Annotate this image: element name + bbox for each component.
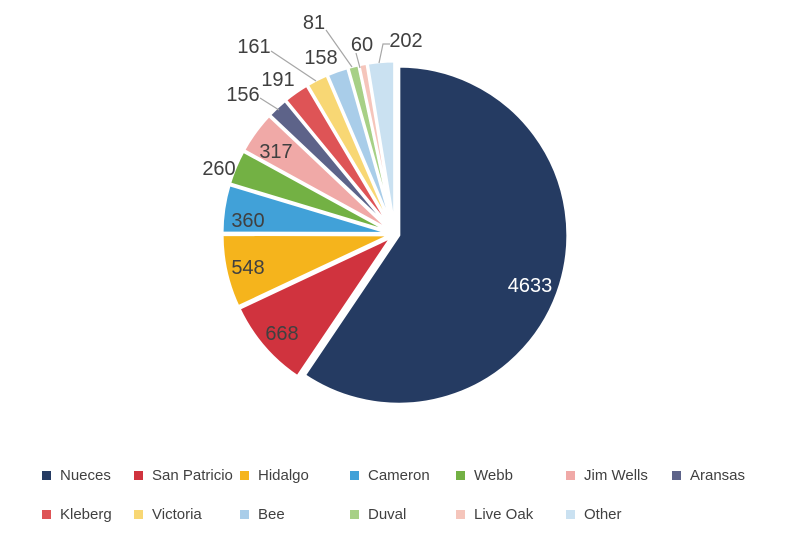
legend-item-aransas[interactable]: Aransas [672,467,792,484]
leader-line-victoria [270,50,317,82]
legend-label: Kleberg [60,505,112,523]
legend-item-live-oak[interactable]: Live Oak [456,506,566,523]
legend-label: Webb [474,466,513,484]
legend-item-san-patricio[interactable]: San Patricio [134,467,240,484]
leader-line-other [378,43,390,64]
pie-slice-other[interactable] [365,59,397,232]
data-label-jim-wells: 317 [259,141,292,163]
legend-item-cameron[interactable]: Cameron [350,467,456,484]
data-label-cameron: 360 [231,210,264,232]
legend-item-duval[interactable]: Duval [350,506,456,523]
legend-label: Duval [368,505,407,523]
leader-line-live-oak [355,52,361,69]
legend-swatch-icon [134,509,143,519]
legend-label: Aransas [690,466,746,484]
legend-swatch-icon [672,470,681,480]
legend-swatch-icon [240,470,249,480]
legend-swatch-icon [566,509,575,519]
legend-swatch-icon [566,470,575,480]
data-label-live-oak: 60 [351,34,373,56]
legend-item-victoria[interactable]: Victoria [134,506,240,523]
legend-swatch-icon [42,509,51,519]
legend-item-bee[interactable]: Bee [240,506,350,523]
legend-swatch-icon [456,470,465,480]
data-label-san-patricio: 668 [265,323,298,345]
legend-item-jim-wells[interactable]: Jim Wells [566,467,672,484]
legend-item-hidalgo[interactable]: Hidalgo [240,467,350,484]
legend-label: Hidalgo [258,466,309,484]
legend-swatch-icon [456,509,465,519]
pie-slice-nueces[interactable] [302,64,570,406]
legend-item-webb[interactable]: Webb [456,467,566,484]
data-label-aransas: 156 [226,84,259,106]
legend-label: Jim Wells [584,466,648,484]
legend-label: Cameron [368,466,430,484]
legend-item-other[interactable]: Other [566,506,672,523]
legend-item-nueces[interactable]: Nueces [42,467,134,484]
pie-slice-san-patricio[interactable] [237,235,394,379]
legend-swatch-icon [134,470,143,480]
data-label-webb: 260 [202,158,235,180]
data-label-duval: 81 [303,12,325,34]
leader-line-aransas [259,97,280,111]
legend-swatch-icon [350,470,359,480]
data-label-bee: 158 [304,47,337,69]
legend-swatch-icon [350,509,359,519]
data-label-kleberg: 191 [261,69,294,91]
data-label-other: 202 [389,30,422,52]
legend-swatch-icon [240,509,249,519]
legend-swatch-icon [42,470,51,480]
pie-slice-hidalgo[interactable] [220,232,393,309]
legend-label: Bee [258,505,285,523]
leader-line-duval [325,29,353,68]
chart-legend: Nueces San Patricio Hidalgo Cameron Webb Jim … [42,462,792,527]
legend-label: Nueces [60,466,111,484]
legend-label: San Patricio [152,466,233,484]
data-label-victoria: 161 [237,36,270,58]
data-label-hidalgo: 548 [231,257,264,279]
legend-label: Other [584,505,622,523]
data-label-nueces: 4633 [508,275,553,297]
legend-item-kleberg[interactable]: Kleberg [42,506,134,523]
legend-label: Live Oak [474,505,534,523]
legend-label: Victoria [152,505,202,523]
